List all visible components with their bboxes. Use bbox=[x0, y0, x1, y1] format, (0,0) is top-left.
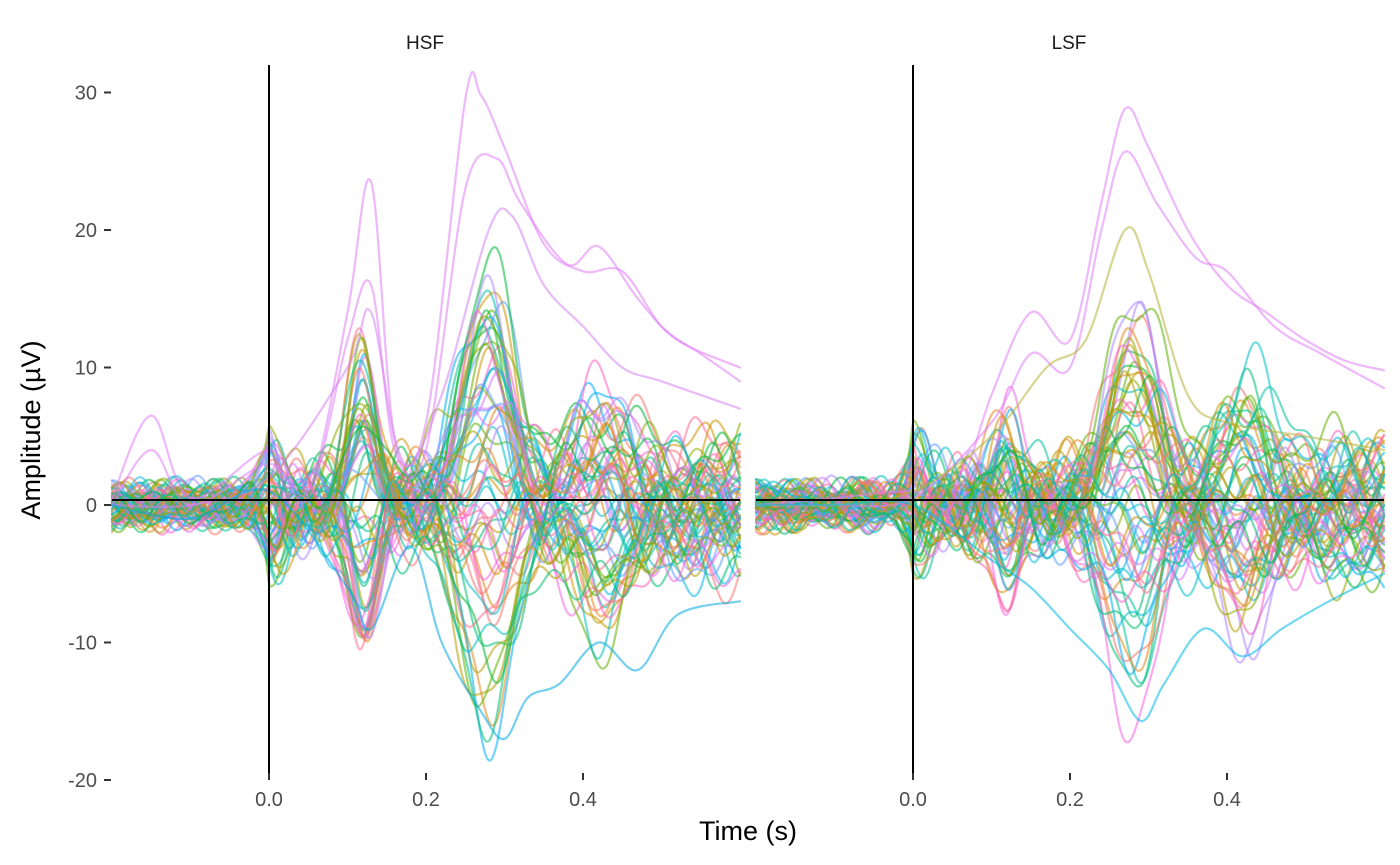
x-axis: 0.0 0.2 0.4 0.0 0.2 0.4 bbox=[255, 773, 1241, 811]
highlight-channel-wave bbox=[110, 153, 742, 507]
channel-wave bbox=[754, 386, 1386, 535]
y-tick-label: 0 bbox=[86, 495, 97, 517]
channel-wave bbox=[754, 442, 1386, 576]
highlight-channel-wave bbox=[754, 150, 1386, 508]
channel-wave bbox=[754, 456, 1386, 636]
channel-wave bbox=[754, 344, 1386, 617]
y-axis-title: Amplitude (µV) bbox=[16, 340, 46, 519]
channel-wave bbox=[754, 408, 1386, 616]
y-tick-label: -20 bbox=[68, 770, 97, 792]
x-tick-label: 0.4 bbox=[569, 789, 597, 811]
waves-lsf bbox=[754, 106, 1386, 744]
strip-label-hsf: HSF bbox=[406, 33, 444, 54]
x-tick-label: 0.0 bbox=[899, 789, 927, 811]
channel-wave bbox=[110, 336, 742, 708]
y-tick-label: 30 bbox=[75, 83, 97, 105]
panel-lsf: LSF bbox=[754, 33, 1386, 780]
channel-wave bbox=[110, 475, 742, 743]
channel-wave bbox=[110, 366, 742, 556]
channel-wave bbox=[110, 359, 742, 563]
x-axis-title: Time (s) bbox=[699, 816, 797, 846]
y-tick-label: -10 bbox=[68, 633, 97, 655]
y-tick-label: 10 bbox=[75, 358, 97, 380]
y-axis: -20 -10 0 10 20 30 bbox=[68, 83, 111, 792]
x-tick-label: 0.0 bbox=[255, 789, 283, 811]
panel-hsf: HSF bbox=[110, 33, 742, 780]
x-tick-label: 0.4 bbox=[1213, 789, 1241, 811]
highlight-channel-wave bbox=[754, 106, 1386, 511]
channel-wave bbox=[110, 432, 742, 615]
y-tick-label: 20 bbox=[75, 220, 97, 242]
channel-wave bbox=[110, 246, 742, 543]
highlight-channel-wave bbox=[110, 207, 742, 509]
channel-wave bbox=[754, 401, 1386, 567]
x-tick-label: 0.2 bbox=[1056, 789, 1084, 811]
x-tick-label: 0.2 bbox=[412, 789, 440, 811]
strip-label-lsf: LSF bbox=[1052, 33, 1087, 54]
waves-hsf bbox=[110, 70, 742, 762]
channel-wave bbox=[754, 470, 1386, 630]
highlight-channel-wave bbox=[110, 488, 742, 741]
